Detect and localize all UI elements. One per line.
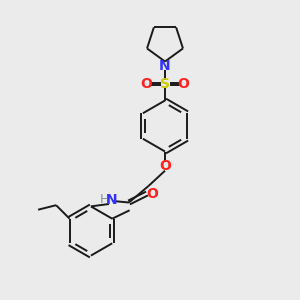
Text: N: N	[159, 59, 171, 73]
Text: O: O	[140, 77, 152, 91]
Text: O: O	[178, 77, 190, 91]
Text: H: H	[100, 193, 109, 206]
Text: O: O	[146, 187, 158, 200]
Text: S: S	[160, 77, 170, 91]
Text: O: O	[159, 160, 171, 173]
Text: N: N	[106, 193, 118, 206]
